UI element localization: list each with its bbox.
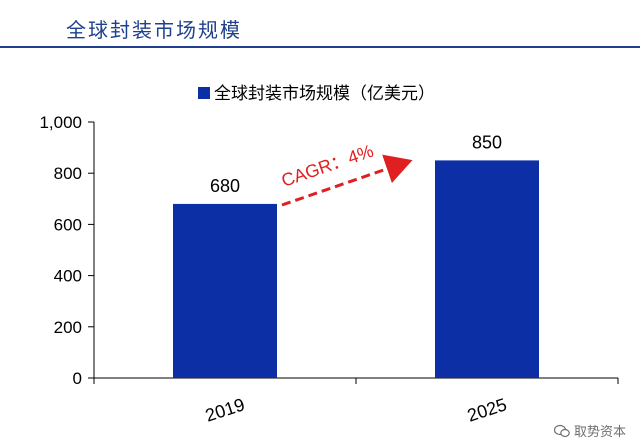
x-tick-label: 2019 (203, 394, 247, 425)
data-label-2019: 680 (210, 176, 240, 196)
page-title: 全球封装市场规模 (66, 18, 242, 42)
y-tick-label: 600 (54, 215, 82, 234)
cagr-label: CAGR：4% (279, 141, 376, 191)
wechat-icon (553, 424, 570, 437)
bar-2025 (435, 160, 539, 378)
y-tick-label: 200 (54, 318, 82, 337)
y-tick-label: 800 (54, 164, 82, 183)
bars: 680 850 (173, 132, 539, 378)
legend: 全球封装市场规模（亿美元） (198, 84, 435, 104)
header-divider (0, 46, 640, 48)
cagr-arrow (281, 154, 413, 207)
legend-swatch (198, 87, 210, 99)
bar-2019 (173, 203, 277, 378)
y-tick-label: 400 (54, 267, 82, 286)
y-tick-label: 1,000 (39, 113, 82, 132)
page-header: 全球封装市场规模 (0, 0, 640, 48)
y-tick-label: 0 (73, 369, 82, 388)
data-label-2025: 850 (472, 132, 502, 152)
watermark: 取势资本 (553, 421, 626, 440)
x-tick-label: 2025 (465, 394, 509, 425)
cagr-annotation: CAGR：4% (279, 141, 413, 207)
legend-label: 全球封装市场规模（亿美元） (214, 84, 435, 104)
watermark-text: 取势资本 (573, 425, 626, 440)
